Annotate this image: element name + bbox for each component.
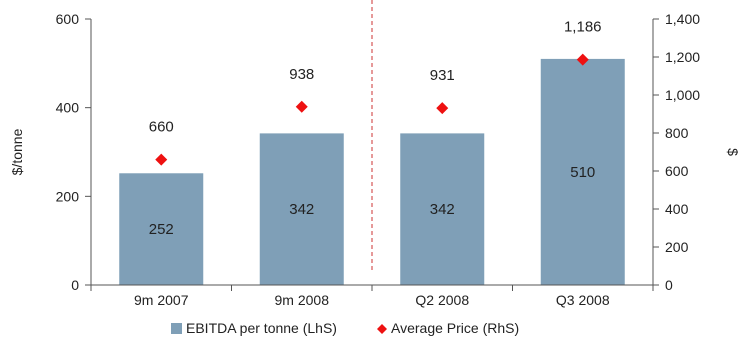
legend-label-bar: EBITDA per tonne (LhS) (186, 320, 337, 336)
axes-layer: 0 200 400 600 0 200 400 600 800 1,000 1,200 1,400 9m… (56, 11, 701, 308)
bar-3 (400, 133, 485, 285)
bar-value-label: 252 (149, 221, 174, 238)
bar-2 (259, 133, 344, 285)
right-tick-label: 200 (665, 239, 689, 255)
left-tick-label: 200 (56, 188, 80, 204)
right-tick-label: 1,000 (665, 87, 700, 103)
legend: EBITDA per tonne (LhS) Average Price (RhS… (171, 320, 519, 336)
legend-swatch-marker (377, 324, 387, 334)
left-tick-label: 0 (71, 277, 79, 293)
markers-layer (155, 53, 589, 166)
price-marker-4 (576, 53, 589, 66)
left-tick-label: 600 (56, 11, 80, 27)
left-axis-title: $/tonne (9, 128, 25, 175)
bars-layer (119, 58, 625, 286)
right-tick-label: 1,400 (665, 11, 700, 27)
category-label: Q3 2008 (556, 292, 610, 308)
price-value-label: 931 (430, 67, 455, 84)
labels-layer: 252 342 342 510 660 938 931 1,186 (149, 19, 602, 238)
category-label: 9m 2008 (275, 292, 330, 308)
right-tick-label: 800 (665, 125, 689, 141)
price-value-label: 1,186 (564, 19, 602, 36)
right-tick-label: 600 (665, 163, 689, 179)
right-tick-label: 0 (665, 277, 673, 293)
price-marker-3 (436, 102, 449, 115)
bar-1 (119, 173, 204, 285)
category-label: 9m 2007 (134, 292, 189, 308)
price-marker-2 (295, 100, 308, 113)
bar-4 (540, 58, 625, 286)
left-tick-label: 400 (56, 100, 80, 116)
price-marker-1 (155, 153, 168, 166)
legend-swatch-bar (171, 323, 182, 334)
price-value-label: 938 (289, 66, 314, 83)
bar-value-label: 342 (430, 201, 455, 218)
price-value-label: 660 (149, 119, 174, 136)
category-label: Q2 2008 (415, 292, 469, 308)
bar-value-label: 510 (570, 164, 595, 181)
right-tick-label: 1,200 (665, 49, 700, 65)
right-tick-label: 400 (665, 201, 689, 217)
right-axis-title: $ (725, 148, 741, 156)
bar-value-label: 342 (289, 201, 314, 218)
legend-label-marker: Average Price (RhS) (391, 320, 519, 336)
